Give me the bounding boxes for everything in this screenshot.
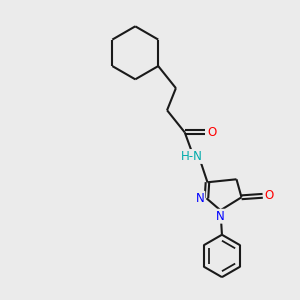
Text: O: O [207,126,216,139]
Text: O: O [265,189,274,202]
Text: N: N [196,192,204,205]
Text: H-N: H-N [181,150,203,163]
Text: N: N [216,210,225,223]
